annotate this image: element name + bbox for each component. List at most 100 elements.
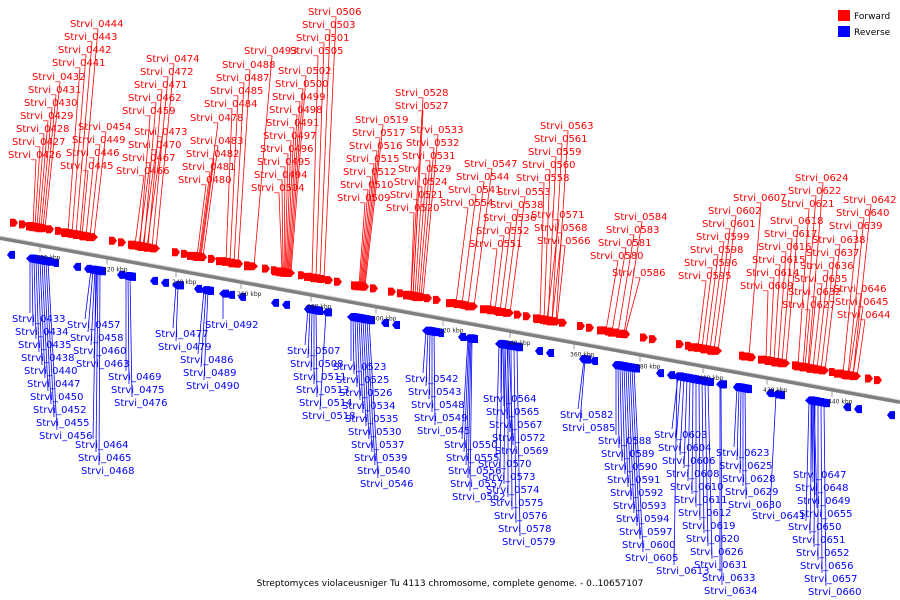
- forward-gene-label[interactable]: Strvi_0536: [483, 213, 537, 224]
- reverse-gene-label[interactable]: Strvi_0570: [478, 459, 532, 470]
- forward-gene-label[interactable]: Strvi_0510: [340, 180, 394, 191]
- forward-gene-label[interactable]: Strvi_0478: [190, 113, 244, 124]
- forward-gene-label[interactable]: Strvi_0505: [290, 46, 344, 57]
- reverse-gene-arrow[interactable]: [700, 377, 708, 386]
- reverse-gene-label[interactable]: Strvi_0619: [682, 521, 736, 532]
- forward-gene-arrow[interactable]: [351, 281, 363, 290]
- forward-gene-arrow[interactable]: [55, 226, 63, 235]
- reverse-gene-label[interactable]: Strvi_0469: [108, 372, 162, 383]
- forward-gene-arrow[interactable]: [559, 318, 567, 327]
- reverse-gene-arrow[interactable]: [322, 308, 332, 317]
- forward-gene-label[interactable]: Strvi_0504: [251, 183, 305, 194]
- forward-gene-label[interactable]: Strvi_0428: [16, 124, 70, 135]
- reverse-gene-label[interactable]: Strvi_0548: [411, 400, 465, 411]
- forward-gene-label[interactable]: Strvi_0432: [32, 72, 86, 83]
- forward-gene-label[interactable]: Strvi_0487: [216, 73, 270, 84]
- reverse-gene-label[interactable]: Strvi_0613: [656, 566, 710, 577]
- forward-gene-label[interactable]: Strvi_0622: [788, 186, 842, 197]
- forward-gene-arrow[interactable]: [496, 307, 504, 316]
- forward-gene-arrow[interactable]: [703, 345, 711, 354]
- reverse-gene-label[interactable]: Strvi_0630: [728, 500, 782, 511]
- reverse-gene-label[interactable]: Strvi_0490: [186, 381, 240, 392]
- reverse-gene-label[interactable]: Strvi_0440: [24, 366, 78, 377]
- reverse-gene-label[interactable]: Strvi_0452: [33, 405, 87, 416]
- forward-gene-label[interactable]: Strvi_0541: [448, 185, 502, 196]
- reverse-gene-arrow[interactable]: [238, 292, 246, 301]
- forward-gene-label[interactable]: Strvi_0500: [275, 79, 329, 90]
- forward-gene-arrow[interactable]: [388, 287, 396, 296]
- reverse-gene-label[interactable]: Strvi_0535: [345, 414, 399, 425]
- reverse-gene-arrow[interactable]: [282, 300, 290, 309]
- forward-gene-arrow[interactable]: [27, 222, 37, 231]
- reverse-gene-arrow[interactable]: [365, 316, 375, 325]
- forward-gene-label[interactable]: Strvi_0484: [204, 99, 258, 110]
- reverse-gene-label[interactable]: Strvi_0656: [800, 561, 854, 572]
- reverse-gene-arrow[interactable]: [7, 250, 15, 259]
- reverse-gene-arrow[interactable]: [535, 347, 543, 356]
- reverse-gene-label[interactable]: Strvi_0458: [70, 333, 124, 344]
- forward-gene-label[interactable]: Strvi_0544: [456, 172, 510, 183]
- forward-gene-label[interactable]: Strvi_0449: [72, 135, 126, 146]
- reverse-gene-label[interactable]: Strvi_0628: [722, 474, 776, 485]
- forward-gene-label[interactable]: Strvi_0467: [122, 153, 176, 164]
- forward-gene-arrow[interactable]: [172, 248, 180, 257]
- forward-gene-label[interactable]: Strvi_0521: [390, 190, 444, 201]
- forward-gene-arrow[interactable]: [829, 367, 837, 376]
- forward-gene-label[interactable]: Strvi_0515: [346, 154, 400, 165]
- forward-gene-arrow[interactable]: [208, 254, 216, 263]
- reverse-gene-label[interactable]: Strvi_0463: [76, 359, 130, 370]
- forward-gene-label[interactable]: Strvi_0519: [355, 115, 409, 126]
- forward-gene-label[interactable]: Strvi_0566: [537, 236, 591, 247]
- reverse-gene-label[interactable]: Strvi_0585: [562, 423, 616, 434]
- reverse-gene-label[interactable]: Strvi_0611: [674, 495, 728, 506]
- forward-gene-arrow[interactable]: [613, 328, 621, 337]
- forward-gene-label[interactable]: Strvi_0444: [70, 19, 124, 30]
- forward-gene-arrow[interactable]: [334, 277, 342, 286]
- forward-gene-label[interactable]: Strvi_0497: [263, 131, 317, 142]
- reverse-gene-label[interactable]: Strvi_0651: [792, 535, 846, 546]
- reverse-gene-label[interactable]: Strvi_0455: [36, 418, 90, 429]
- reverse-gene-label[interactable]: Strvi_0447: [27, 379, 81, 390]
- forward-gene-label[interactable]: Strvi_0471: [134, 80, 188, 91]
- reverse-gene-label[interactable]: Strvi_0549: [414, 413, 468, 424]
- forward-gene-label[interactable]: Strvi_0533: [410, 125, 464, 136]
- forward-gene-label[interactable]: Strvi_0632: [788, 287, 842, 298]
- reverse-gene-label[interactable]: Strvi_0572: [492, 433, 546, 444]
- forward-gene-label[interactable]: Strvi_0638: [812, 235, 866, 246]
- reverse-gene-label[interactable]: Strvi_0610: [670, 482, 724, 493]
- forward-gene-arrow[interactable]: [433, 295, 441, 304]
- reverse-gene-label[interactable]: Strvi_0660: [808, 587, 862, 598]
- forward-gene-label[interactable]: Strvi_0509: [337, 193, 391, 204]
- forward-gene-arrow[interactable]: [325, 276, 333, 285]
- reverse-gene-arrow[interactable]: [304, 304, 312, 313]
- reverse-gene-label[interactable]: Strvi_0477: [155, 329, 209, 340]
- forward-gene-arrow[interactable]: [199, 253, 207, 262]
- forward-gene-label[interactable]: Strvi_0583: [606, 225, 660, 236]
- forward-gene-arrow[interactable]: [404, 290, 415, 299]
- reverse-gene-label[interactable]: Strvi_0592: [610, 488, 664, 499]
- forward-gene-arrow[interactable]: [19, 220, 27, 229]
- forward-gene-label[interactable]: Strvi_0538: [490, 200, 544, 211]
- forward-gene-label[interactable]: Strvi_0441: [52, 58, 106, 69]
- forward-gene-arrow[interactable]: [136, 241, 144, 250]
- reverse-gene-label[interactable]: Strvi_0562: [452, 492, 506, 503]
- forward-gene-label[interactable]: Strvi_0602: [708, 206, 762, 217]
- forward-gene-arrow[interactable]: [118, 238, 126, 247]
- reverse-gene-label[interactable]: Strvi_0457: [67, 320, 121, 331]
- forward-gene-label[interactable]: Strvi_0483: [190, 136, 244, 147]
- forward-gene-arrow[interactable]: [802, 363, 810, 372]
- forward-gene-label[interactable]: Strvi_0498: [269, 105, 323, 116]
- forward-gene-label[interactable]: Strvi_0443: [64, 32, 118, 43]
- reverse-gene-label[interactable]: Strvi_0543: [408, 387, 462, 398]
- reverse-gene-label[interactable]: Strvi_0626: [690, 547, 744, 558]
- reverse-gene-arrow[interactable]: [117, 270, 125, 279]
- reverse-gene-arrow[interactable]: [689, 375, 697, 384]
- forward-gene-label[interactable]: Strvi_0595: [678, 271, 732, 282]
- reverse-gene-label[interactable]: Strvi_0542: [405, 374, 459, 385]
- reverse-gene-arrow[interactable]: [766, 389, 774, 398]
- forward-gene-label[interactable]: Strvi_0571: [531, 210, 585, 221]
- reverse-gene-arrow[interactable]: [887, 411, 895, 420]
- reverse-gene-label[interactable]: Strvi_0546: [360, 479, 414, 490]
- forward-gene-label[interactable]: Strvi_0431: [28, 85, 82, 96]
- forward-gene-arrow[interactable]: [10, 218, 18, 227]
